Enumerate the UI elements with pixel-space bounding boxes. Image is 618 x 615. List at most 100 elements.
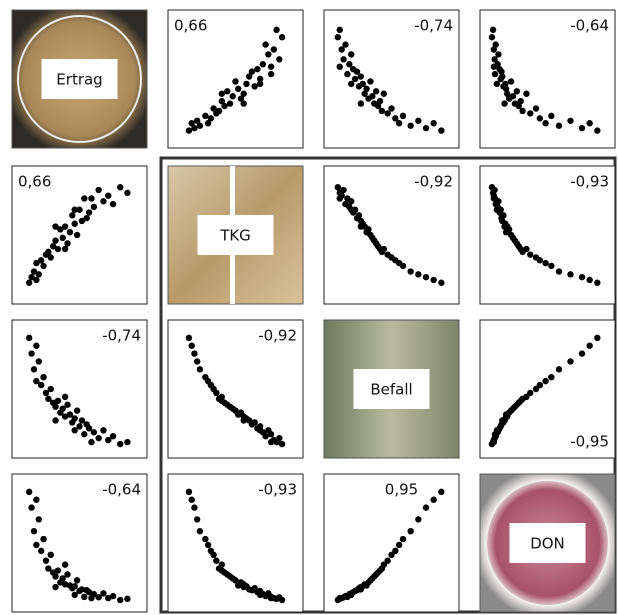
point (100, 590, 106, 596)
point (67, 229, 73, 235)
point (241, 100, 247, 106)
point (381, 91, 387, 97)
point (257, 427, 263, 433)
point (117, 597, 123, 603)
point (69, 212, 75, 218)
correlation-label: 0,66 (18, 173, 51, 191)
point (495, 51, 501, 57)
point (74, 232, 80, 238)
correlation-label: -0,93 (570, 173, 609, 191)
point (586, 120, 592, 126)
point (43, 558, 49, 564)
point (194, 358, 200, 364)
point (501, 100, 507, 106)
point (523, 91, 529, 97)
point (265, 51, 271, 57)
point (356, 212, 362, 218)
point (202, 536, 208, 542)
point (276, 594, 282, 600)
point (79, 417, 85, 423)
point (117, 184, 123, 190)
point (276, 56, 282, 62)
point (52, 417, 58, 423)
point (358, 584, 364, 590)
point (373, 88, 379, 94)
point (500, 212, 506, 218)
point (268, 71, 274, 77)
point (33, 378, 39, 384)
point (38, 548, 44, 554)
correlation-label: -0,64 (570, 17, 609, 35)
point (124, 596, 130, 602)
point (586, 277, 592, 283)
point (197, 528, 203, 534)
point (246, 73, 252, 79)
point (367, 78, 373, 84)
point (45, 565, 51, 571)
point (542, 378, 548, 384)
point (423, 125, 429, 131)
point (340, 187, 346, 193)
point (243, 81, 249, 87)
point (60, 235, 66, 241)
point (494, 81, 500, 87)
point (586, 343, 592, 349)
point (219, 91, 225, 97)
point (517, 98, 523, 104)
point (396, 542, 402, 548)
point (40, 263, 46, 269)
point (348, 592, 354, 598)
point (62, 561, 68, 567)
point (26, 335, 32, 341)
point (260, 61, 266, 67)
point (62, 394, 68, 400)
point (194, 516, 200, 522)
point (340, 56, 346, 62)
point (219, 561, 225, 567)
point (491, 439, 497, 445)
point (527, 110, 533, 116)
point (279, 441, 285, 447)
point (276, 435, 282, 441)
point (490, 27, 496, 33)
point (33, 497, 39, 503)
point (67, 582, 73, 588)
point (219, 394, 225, 400)
point (191, 504, 197, 510)
point (52, 237, 58, 243)
point (197, 366, 203, 372)
point (28, 350, 34, 356)
point (548, 113, 554, 119)
point (430, 120, 436, 126)
point (377, 98, 383, 104)
point (400, 113, 406, 119)
point (227, 100, 233, 106)
point (110, 593, 116, 599)
correlation-label: -0,92 (258, 327, 297, 345)
correlation-label: -0,92 (414, 173, 453, 191)
point (388, 105, 394, 111)
correlation-label: -0,74 (102, 327, 141, 345)
point (105, 192, 111, 198)
point (548, 374, 554, 380)
point (365, 226, 371, 232)
point (33, 542, 39, 548)
point (88, 439, 94, 445)
point (213, 558, 219, 564)
point (537, 257, 543, 263)
point (210, 105, 216, 111)
point (423, 274, 429, 280)
point (254, 66, 260, 72)
point (533, 105, 539, 111)
point (400, 263, 406, 269)
point (514, 88, 520, 94)
point (55, 567, 61, 573)
point (219, 98, 225, 104)
point (501, 417, 507, 423)
point (235, 86, 241, 92)
point (208, 548, 214, 554)
correlation-label: 0,95 (385, 481, 418, 499)
point (251, 419, 257, 425)
point (186, 127, 192, 133)
point (279, 34, 285, 40)
